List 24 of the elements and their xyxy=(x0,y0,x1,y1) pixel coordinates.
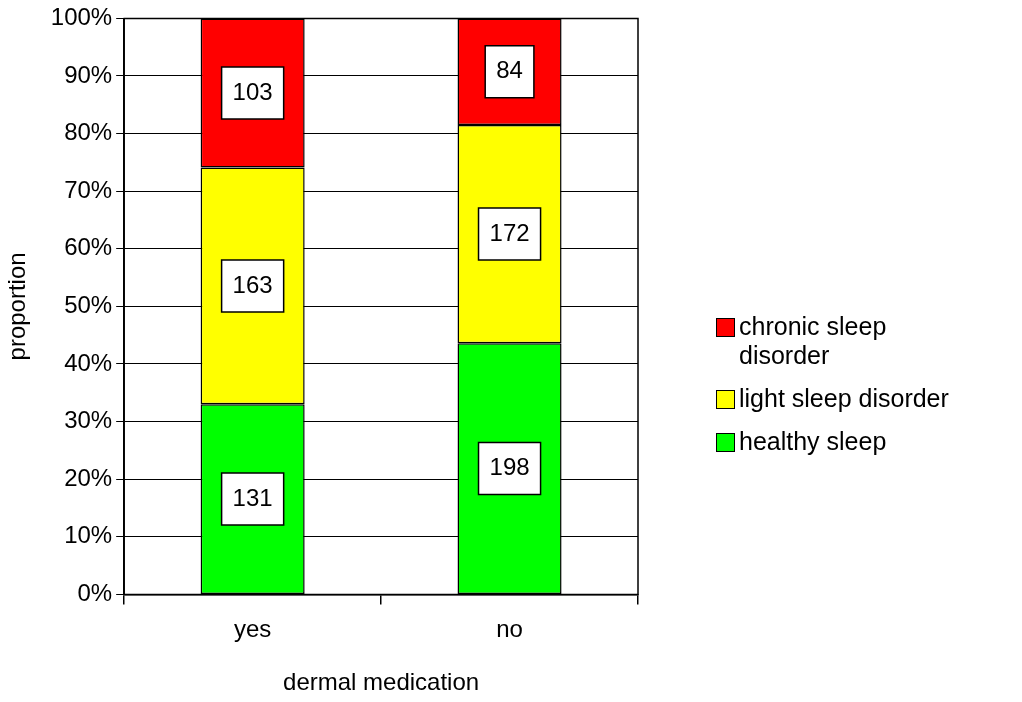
annotation: 172 xyxy=(489,218,530,246)
y-tick-label: 80% xyxy=(64,118,113,146)
y-tick-label: 50% xyxy=(64,291,113,319)
x-tick-label: no xyxy=(496,615,523,643)
y-tick-label: 40% xyxy=(64,348,113,376)
legend-label: chronic sleep disorder xyxy=(739,312,888,370)
x-tick-label: yes xyxy=(233,615,272,643)
annotation: 84 xyxy=(496,56,523,84)
x-axis-title: dermal medication xyxy=(283,668,480,696)
annotation: 131 xyxy=(232,483,273,511)
y-tick-label: 100% xyxy=(50,3,113,31)
y-axis-title: proportion xyxy=(3,252,31,361)
legend-label: healthy sleep xyxy=(739,427,888,456)
annotation: 103 xyxy=(232,77,273,105)
y-tick-label: 90% xyxy=(64,60,113,88)
annotation: 198 xyxy=(489,453,530,481)
annotation: 163 xyxy=(232,270,273,298)
legend-label: light sleep disorder xyxy=(739,384,950,413)
y-tick-label: 70% xyxy=(64,175,113,203)
y-tick-label: 10% xyxy=(64,521,113,549)
y-tick-label: 30% xyxy=(64,406,113,434)
y-tick-label: 0% xyxy=(77,579,113,607)
y-tick-label: 60% xyxy=(64,233,113,261)
y-tick-label: 20% xyxy=(64,463,113,491)
